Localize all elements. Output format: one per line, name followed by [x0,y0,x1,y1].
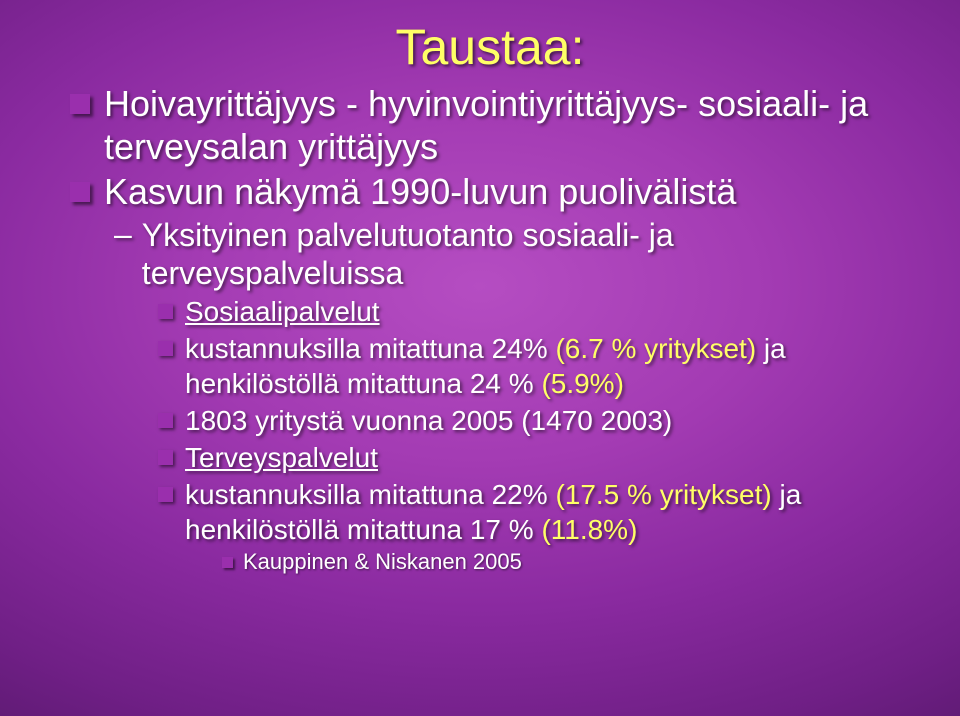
bullet-text: Yksityinen palvelutuotanto sosiaali- ja … [142,216,910,293]
bullet-text: Kasvun näkymä 1990-luvun puolivälistä [104,170,736,213]
square-bullet-icon [70,182,90,202]
bullet-item-1: Hoivayrittäjyys - hyvinvointiyrittäjyys-… [70,82,910,168]
highlight-text: (5.9%) [541,368,623,399]
square-bullet-icon [158,487,173,502]
slide-title: Taustaa: [70,18,910,76]
sub-bullet-citation: Kauppinen & Niskanen 2005 [222,549,910,575]
highlight-text: (17.5 % yritykset) [555,479,771,510]
sub-bullet-2-1: – Yksityinen palvelutuotanto sosiaali- j… [114,216,910,293]
text-part: kustannuksilla mitattuna 22% [185,479,555,510]
bullet-text: 1803 yritystä vuonna 2005 (1470 2003) [185,403,672,438]
bullet-text: Hoivayrittäjyys - hyvinvointiyrittäjyys-… [104,82,910,168]
bullet-text: Terveyspalvelut [185,440,378,475]
square-bullet-icon [158,304,173,319]
bullet-text: Sosiaalipalvelut [185,294,380,329]
sub-bullet-sosiaalipalvelut: Sosiaalipalvelut [158,294,910,329]
sub-bullet-terv-kust: kustannuksilla mitattuna 22% (17.5 % yri… [158,477,910,547]
bullet-text: kustannuksilla mitattuna 22% (17.5 % yri… [185,477,910,547]
square-bullet-icon [158,341,173,356]
bullet-text: Kauppinen & Niskanen 2005 [243,549,522,575]
highlight-text: (11.8%) [541,514,637,545]
highlight-text: (6.7 % yritykset) [555,333,756,364]
sub-bullet-terveyspalvelut: Terveyspalvelut [158,440,910,475]
sub-bullet-sos-yrit: 1803 yritystä vuonna 2005 (1470 2003) [158,403,910,438]
square-bullet-icon [222,557,233,568]
square-bullet-icon [158,413,173,428]
bullet-text: kustannuksilla mitattuna 24% (6.7 % yrit… [185,331,910,401]
sub-bullet-sos-kust: kustannuksilla mitattuna 24% (6.7 % yrit… [158,331,910,401]
dash-bullet-icon: – [114,216,132,253]
bullet-item-2: Kasvun näkymä 1990-luvun puolivälistä [70,170,910,213]
square-bullet-icon [158,450,173,465]
text-part: kustannuksilla mitattuna 24% [185,333,555,364]
square-bullet-icon [70,94,90,114]
slide: Taustaa: Hoivayrittäjyys - hyvinvointiyr… [0,0,960,716]
